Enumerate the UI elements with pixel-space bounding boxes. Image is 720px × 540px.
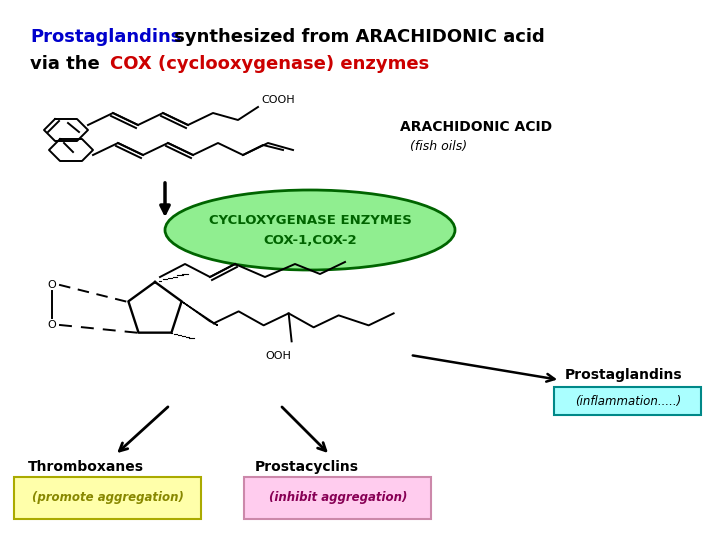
- Ellipse shape: [165, 190, 455, 270]
- Text: (inflammation.....): (inflammation.....): [575, 395, 681, 408]
- Text: Prostacyclins: Prostacyclins: [255, 460, 359, 474]
- Text: COX (cyclooxygenase) enzymes: COX (cyclooxygenase) enzymes: [110, 55, 429, 73]
- Text: OOH: OOH: [266, 352, 292, 361]
- Text: Prostaglandins: Prostaglandins: [565, 368, 683, 382]
- Text: COOH: COOH: [261, 95, 294, 105]
- Polygon shape: [181, 301, 217, 325]
- Text: O: O: [48, 320, 56, 330]
- Text: ARACHIDONIC ACID: ARACHIDONIC ACID: [400, 120, 552, 134]
- Text: (inhibit aggregation): (inhibit aggregation): [269, 491, 408, 504]
- FancyBboxPatch shape: [554, 387, 701, 415]
- Text: (promote aggregation): (promote aggregation): [32, 491, 184, 504]
- Text: (fish oils): (fish oils): [410, 140, 467, 153]
- FancyBboxPatch shape: [244, 477, 431, 519]
- Text: synthesized from ARACHIDONIC acid: synthesized from ARACHIDONIC acid: [168, 28, 545, 46]
- Text: via the: via the: [30, 55, 106, 73]
- FancyBboxPatch shape: [14, 477, 201, 519]
- Text: Prostaglandins: Prostaglandins: [30, 28, 181, 46]
- Text: CYCLOXYGENASE ENZYMES: CYCLOXYGENASE ENZYMES: [209, 213, 411, 226]
- Text: Thromboxanes: Thromboxanes: [28, 460, 144, 474]
- Text: COX-1,COX-2: COX-1,COX-2: [264, 233, 357, 246]
- Text: O: O: [48, 280, 56, 290]
